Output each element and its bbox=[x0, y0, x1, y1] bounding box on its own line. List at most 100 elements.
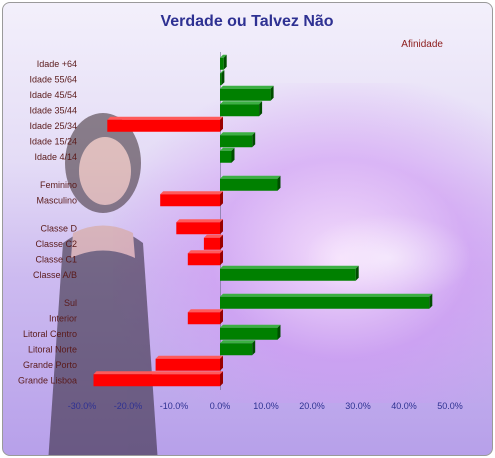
bar-grande-lisboa bbox=[93, 371, 223, 387]
bars-group bbox=[93, 54, 433, 387]
bar-top-face bbox=[220, 293, 433, 297]
bar-feminino bbox=[220, 175, 281, 191]
x-tick-label: -20.0% bbox=[114, 401, 143, 411]
bar-front-face bbox=[155, 358, 220, 371]
bar-top-face bbox=[176, 219, 223, 223]
bar-classe-c2 bbox=[203, 234, 223, 250]
category-label: Interior bbox=[49, 313, 77, 323]
bar-idade-25-34 bbox=[107, 116, 223, 132]
legend-label: Afinidade bbox=[401, 39, 443, 50]
bar-top-face bbox=[220, 175, 281, 179]
bar-top-face bbox=[187, 309, 223, 313]
bar-masculino bbox=[160, 191, 223, 207]
bar-idade-64 bbox=[220, 54, 227, 70]
bar-top-face bbox=[220, 85, 274, 89]
bar-top-face bbox=[220, 265, 359, 269]
bar-side-face bbox=[220, 234, 223, 250]
bar-top-face bbox=[220, 147, 235, 151]
bar-litoral-centro bbox=[220, 324, 281, 340]
bar-side-face bbox=[220, 371, 223, 387]
bar-front-face bbox=[187, 253, 220, 266]
category-label: Litoral Norte bbox=[28, 344, 77, 354]
category-label: Idade 25/34 bbox=[29, 121, 77, 131]
category-label: Idade 55/64 bbox=[29, 74, 77, 84]
bar-front-face bbox=[220, 104, 260, 117]
bar-front-face bbox=[176, 222, 220, 235]
bar-grande-porto bbox=[155, 355, 223, 371]
category-label: Grande Lisboa bbox=[18, 375, 77, 385]
bar-front-face bbox=[93, 374, 220, 387]
x-tick-label: 40.0% bbox=[391, 401, 417, 411]
category-label: Sul bbox=[64, 298, 77, 308]
bar-side-face bbox=[259, 101, 263, 117]
bar-classe-a-b bbox=[220, 265, 359, 281]
bar-side-face bbox=[277, 175, 281, 191]
bar-top-face bbox=[220, 340, 256, 344]
bar-side-face bbox=[231, 147, 235, 163]
bar-idade-4-14 bbox=[220, 147, 235, 163]
x-axis: -30.0% -20.0% -10.0% 0.0% 10.0% 20.0% 30.0% 40.… bbox=[68, 52, 463, 411]
bar-idade-15-24 bbox=[220, 132, 256, 148]
bar-front-face bbox=[107, 119, 220, 132]
bar-sul bbox=[220, 293, 433, 309]
category-label: Grande Porto bbox=[23, 360, 77, 370]
x-tick-label: 0.0% bbox=[210, 401, 231, 411]
bar-front-face bbox=[220, 57, 224, 70]
bar-side-face bbox=[220, 191, 223, 207]
bar-side-face bbox=[270, 85, 274, 101]
category-label: Idade 35/44 bbox=[29, 105, 77, 115]
bar-top-face bbox=[155, 355, 223, 359]
bar-front-face bbox=[220, 327, 278, 340]
bar-front-face bbox=[203, 237, 220, 250]
bar-side-face bbox=[220, 309, 223, 325]
bar-side-face bbox=[252, 340, 256, 356]
bar-top-face bbox=[107, 116, 223, 120]
x-tick-label: -10.0% bbox=[160, 401, 189, 411]
category-label: Idade +64 bbox=[37, 59, 77, 69]
category-label: Idade 4/14 bbox=[34, 152, 77, 162]
bar-front-face bbox=[220, 343, 253, 356]
bar-front-face bbox=[220, 178, 278, 191]
bar-side-face bbox=[223, 54, 227, 70]
bar-top-face bbox=[203, 234, 223, 238]
category-label: Idade 15/24 bbox=[29, 136, 77, 146]
bar-idade-55-64 bbox=[220, 70, 225, 86]
bar-idade-45-54 bbox=[220, 85, 274, 101]
x-tick-label: 20.0% bbox=[299, 401, 325, 411]
category-label: Idade 45/54 bbox=[29, 90, 77, 100]
x-tick-label: -30.0% bbox=[68, 401, 97, 411]
x-tick-label: 30.0% bbox=[345, 401, 371, 411]
category-label: Classe D bbox=[40, 223, 77, 233]
category-label: Masculino bbox=[36, 195, 77, 205]
bar-idade-35-44 bbox=[220, 101, 263, 117]
category-label: Classe C1 bbox=[35, 254, 77, 264]
category-label: Litoral Centro bbox=[23, 329, 77, 339]
bar-side-face bbox=[220, 116, 223, 132]
bar-side-face bbox=[252, 132, 256, 148]
bar-side-face bbox=[220, 219, 223, 235]
bar-top-face bbox=[93, 371, 223, 375]
bar-interior bbox=[187, 309, 223, 325]
bar-top-face bbox=[220, 70, 225, 74]
bar-front-face bbox=[220, 296, 430, 309]
x-tick-label: 10.0% bbox=[253, 401, 279, 411]
bar-front-face bbox=[220, 73, 222, 86]
x-tick-label: 50.0% bbox=[437, 401, 463, 411]
bar-side-face bbox=[429, 293, 433, 309]
bar-side-face bbox=[277, 324, 281, 340]
bar-front-face bbox=[220, 135, 253, 148]
bar-litoral-norte bbox=[220, 340, 256, 356]
bar-top-face bbox=[220, 132, 256, 136]
category-labels-group: Idade +64 Idade 55/64 Idade 45/54 Idade 35/… bbox=[18, 59, 78, 386]
category-label: Feminino bbox=[40, 180, 77, 190]
bar-side-face bbox=[220, 250, 223, 266]
bar-top-face bbox=[160, 191, 223, 195]
bar-classe-c1 bbox=[187, 250, 223, 266]
category-label: Classe C2 bbox=[35, 239, 77, 249]
bar-top-face bbox=[220, 54, 227, 58]
background-stage-logo bbox=[303, 213, 473, 303]
bar-top-face bbox=[220, 101, 263, 105]
bar-front-face bbox=[220, 268, 356, 281]
